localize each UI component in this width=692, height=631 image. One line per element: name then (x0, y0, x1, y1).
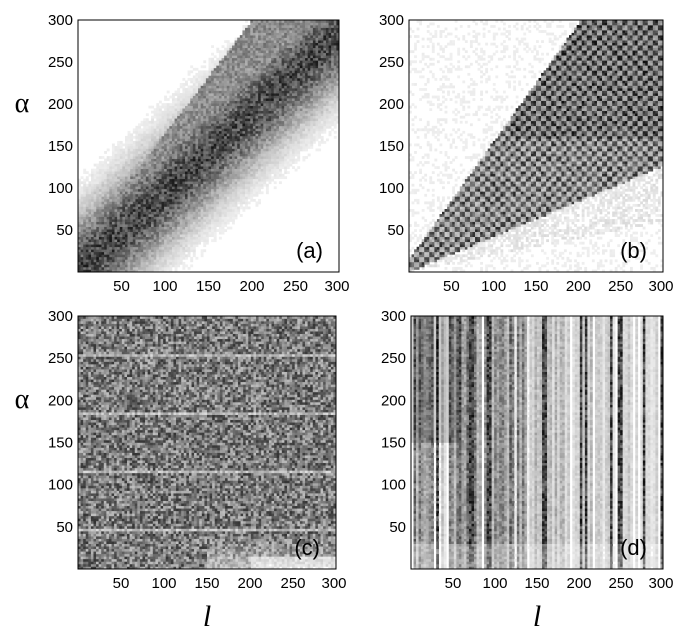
x-tick-label: 300 (324, 278, 349, 295)
y-tick-label: 300 (381, 308, 406, 325)
x-tick-label: 100 (151, 575, 176, 592)
y-tick-label: 200 (381, 392, 406, 409)
y-tick-label: 150 (48, 138, 73, 155)
y-axis-label: α (15, 384, 30, 415)
panel-label: (a) (296, 238, 323, 263)
x-tick-label: 300 (648, 575, 673, 592)
y-tick-label: 200 (48, 96, 73, 113)
y-axis-label: α (15, 88, 30, 119)
y-tick-label: 250 (48, 54, 73, 71)
x-tick-label: 300 (321, 575, 346, 592)
x-tick-label: 50 (113, 278, 130, 295)
y-tick-label: 150 (381, 435, 406, 452)
panel-label: (b) (620, 238, 647, 263)
heatmap-cells (78, 316, 336, 569)
x-tick-label: 100 (481, 278, 506, 295)
y-tick-label: 250 (381, 350, 406, 367)
x-axis-label: l (203, 600, 211, 631)
x-tick-label: 150 (524, 575, 549, 592)
x-tick-label: 50 (443, 278, 460, 295)
panel-label: (c) (294, 535, 320, 560)
x-tick-label: 100 (482, 575, 507, 592)
x-tick-label: 200 (237, 575, 262, 592)
y-tick-label: 300 (48, 12, 73, 29)
x-axis-label: l (533, 600, 541, 631)
y-tick-label: 250 (48, 350, 73, 367)
y-tick-label: 150 (48, 435, 73, 452)
y-tick-label: 250 (379, 54, 404, 71)
heatmap-cells (411, 316, 663, 569)
y-tick-label: 50 (389, 519, 406, 536)
x-tick-label: 300 (648, 278, 673, 295)
y-tick-label: 200 (379, 96, 404, 113)
y-tick-label: 50 (56, 222, 73, 239)
y-tick-label: 100 (379, 180, 404, 197)
x-tick-label: 250 (283, 278, 308, 295)
y-tick-label: 150 (379, 138, 404, 155)
y-tick-label: 300 (379, 12, 404, 29)
x-tick-label: 100 (152, 278, 177, 295)
x-tick-label: 200 (239, 278, 264, 295)
x-tick-label: 250 (280, 575, 305, 592)
y-tick-label: 100 (381, 477, 406, 494)
x-tick-label: 150 (523, 278, 548, 295)
x-tick-label: 200 (566, 278, 591, 295)
x-tick-label: 50 (113, 575, 130, 592)
y-tick-label: 200 (48, 392, 73, 409)
y-tick-label: 100 (48, 477, 73, 494)
y-tick-label: 100 (48, 180, 73, 197)
y-tick-label: 50 (387, 222, 404, 239)
x-tick-label: 50 (445, 575, 462, 592)
x-tick-label: 250 (608, 278, 633, 295)
y-tick-label: 50 (56, 519, 73, 536)
x-tick-label: 250 (608, 575, 633, 592)
y-tick-label: 300 (48, 308, 73, 325)
x-tick-label: 150 (196, 278, 221, 295)
x-tick-label: 150 (194, 575, 219, 592)
panel-label: (d) (620, 535, 647, 560)
x-tick-label: 200 (566, 575, 591, 592)
